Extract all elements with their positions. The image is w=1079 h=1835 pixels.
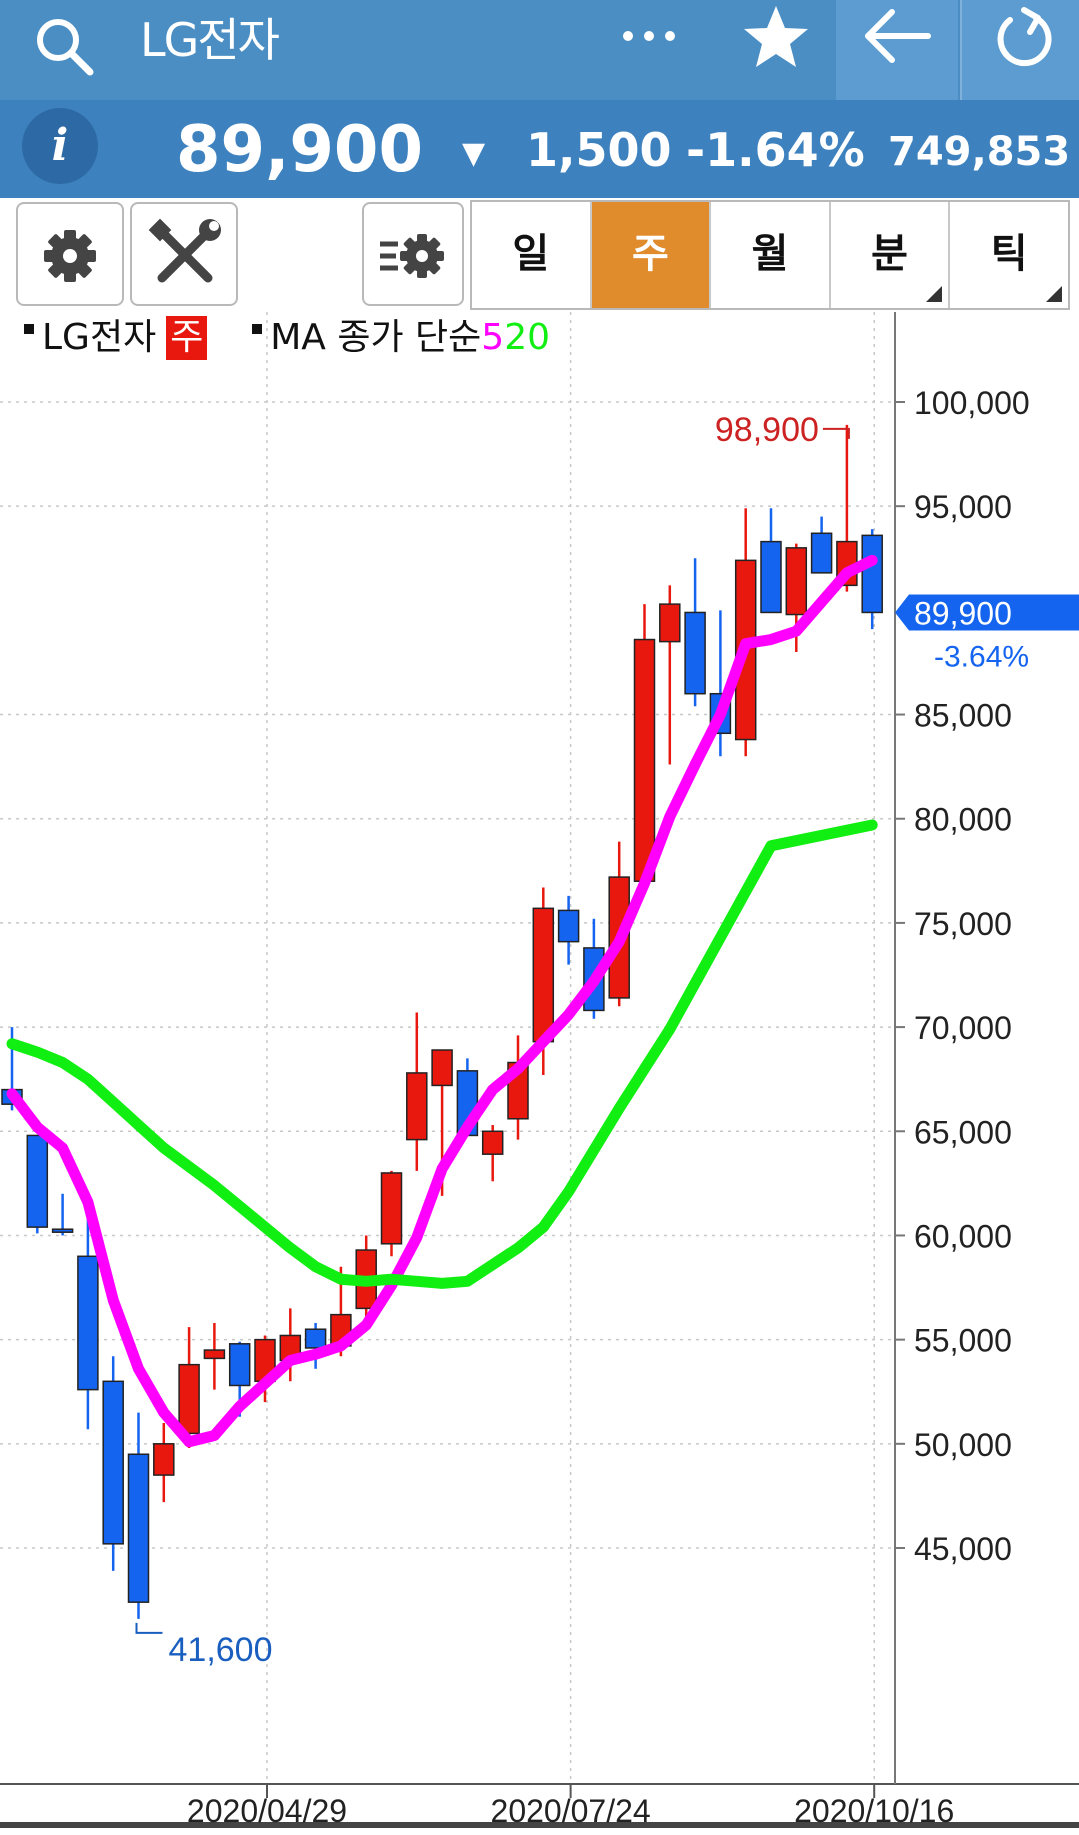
min-price-label: 41,600 (169, 1631, 273, 1669)
current-price-marker (895, 594, 1079, 631)
star-icon[interactable] (740, 2, 812, 74)
current-price-label: 89,900 (914, 595, 1012, 631)
y-tick-label: 85,000 (914, 698, 1012, 734)
price-bar: i 89,900 ▼ 1,500 -1.64% 749,853 (0, 100, 1079, 198)
chart-toolbar (0, 198, 1079, 310)
tab-monthly-label: 월 (751, 231, 789, 277)
candle-body (102, 1380, 124, 1545)
candle-body (26, 1134, 49, 1228)
y-tick-label: 65,000 (914, 1114, 1012, 1150)
candle-body (431, 1049, 453, 1087)
settings-gear-icon (44, 230, 96, 282)
tab-daily-label: 일 (512, 231, 550, 277)
candle-body (760, 540, 782, 614)
more-icon[interactable] (618, 6, 688, 76)
legend-ma-label: MA 종가 단순 (270, 317, 482, 358)
ma-line-20 (6, 819, 878, 1289)
legend-stock-name: LG전자 (42, 317, 157, 358)
candle-body (861, 534, 883, 614)
min-pointer (135, 1622, 163, 1634)
candle-body (178, 1363, 200, 1435)
candle-body (380, 1172, 403, 1245)
settings-button[interactable] (16, 202, 124, 306)
candle-body (228, 1343, 251, 1387)
candle-body (785, 547, 808, 616)
info-icon[interactable]: i (22, 108, 98, 184)
indicator-settings-icon (380, 234, 444, 278)
search-icon[interactable] (30, 12, 100, 82)
price-change-percent: -1.64% (686, 123, 865, 177)
tab-minute-label: 분 (871, 231, 908, 277)
chart-svg[interactable]: 45,000 50,000 55,000 60,000 65,000 70,000 75,0… (0, 312, 1079, 1831)
x-tick-label: 2020/07/24 (491, 1793, 651, 1829)
candle-body (51, 1228, 74, 1233)
down-arrow-icon: ▼ (462, 136, 486, 171)
refresh-icon[interactable] (960, 0, 1079, 100)
candle-body (203, 1349, 226, 1360)
dropdown-corner-icon (1045, 286, 1062, 302)
tab-monthly[interactable]: 월 (711, 202, 831, 308)
y-tick-label: 80,000 (914, 802, 1012, 838)
period-tabs: 일 주 월 분 틱 (470, 200, 1070, 310)
tab-tick-label: 틱 (990, 231, 1028, 277)
x-tick-label: 2020/10/16 (794, 1793, 954, 1829)
candle-body (810, 532, 833, 574)
tab-weekly[interactable]: 주 (591, 202, 712, 308)
max-pointer (822, 427, 850, 439)
candle-body (406, 1072, 428, 1141)
tab-minute[interactable]: 분 (831, 202, 951, 308)
legend-marker (252, 324, 263, 334)
candlestick-chart[interactable]: 45,000 50,000 55,000 60,000 65,000 70,000 75,0… (0, 312, 1079, 1831)
trade-volume: 749,853 (888, 129, 1071, 175)
tab-tick[interactable]: 틱 (950, 202, 1068, 308)
tools-button[interactable] (130, 202, 238, 306)
top-app-bar: LG전자 (0, 0, 1079, 100)
back-arrow-icon[interactable] (836, 0, 958, 100)
current-price: 89,900 (176, 113, 423, 187)
candle-body (77, 1255, 99, 1391)
max-price-label: 98,900 (715, 411, 819, 449)
price-change: 1,500 (526, 123, 672, 177)
y-tick-label: 100,000 (914, 385, 1030, 421)
x-tick-label: 2020/04/29 (187, 1793, 347, 1829)
candle-body (633, 638, 656, 882)
legend-period-badge: 주 (166, 316, 208, 360)
y-tick-label: 55,000 (914, 1323, 1012, 1359)
y-tick-label: 70,000 (914, 1010, 1012, 1046)
legend-ma20: 20 (504, 317, 551, 358)
candle-body (659, 603, 681, 643)
y-tick-label: 45,000 (914, 1531, 1012, 1567)
current-change-label: -3.64% (934, 640, 1029, 673)
candle-body (481, 1130, 504, 1155)
y-tick-label: 60,000 (914, 1218, 1012, 1254)
y-tick-label: 95,000 (914, 489, 1012, 525)
chart-legend: LG전자 주 MA 종가 단순520 (24, 316, 550, 360)
legend-marker (24, 324, 34, 334)
candle-body (532, 907, 555, 1043)
y-tick-label: 75,000 (914, 906, 1012, 942)
tab-daily[interactable]: 일 (472, 202, 592, 308)
candle-body (684, 611, 706, 695)
tools-icon (148, 218, 221, 283)
candle-body (127, 1453, 150, 1603)
stock-title[interactable]: LG전자 (140, 13, 280, 67)
ma-line-5 (6, 554, 878, 1448)
indicator-settings-button[interactable] (362, 202, 464, 306)
candle-body (557, 909, 580, 943)
dropdown-corner-icon (926, 286, 943, 302)
legend-ma5: 5 (481, 317, 505, 358)
candle-body (153, 1443, 175, 1476)
tab-weekly-label: 주 (631, 231, 669, 277)
y-tick-label: 50,000 (914, 1427, 1012, 1463)
candle-body (304, 1328, 327, 1349)
